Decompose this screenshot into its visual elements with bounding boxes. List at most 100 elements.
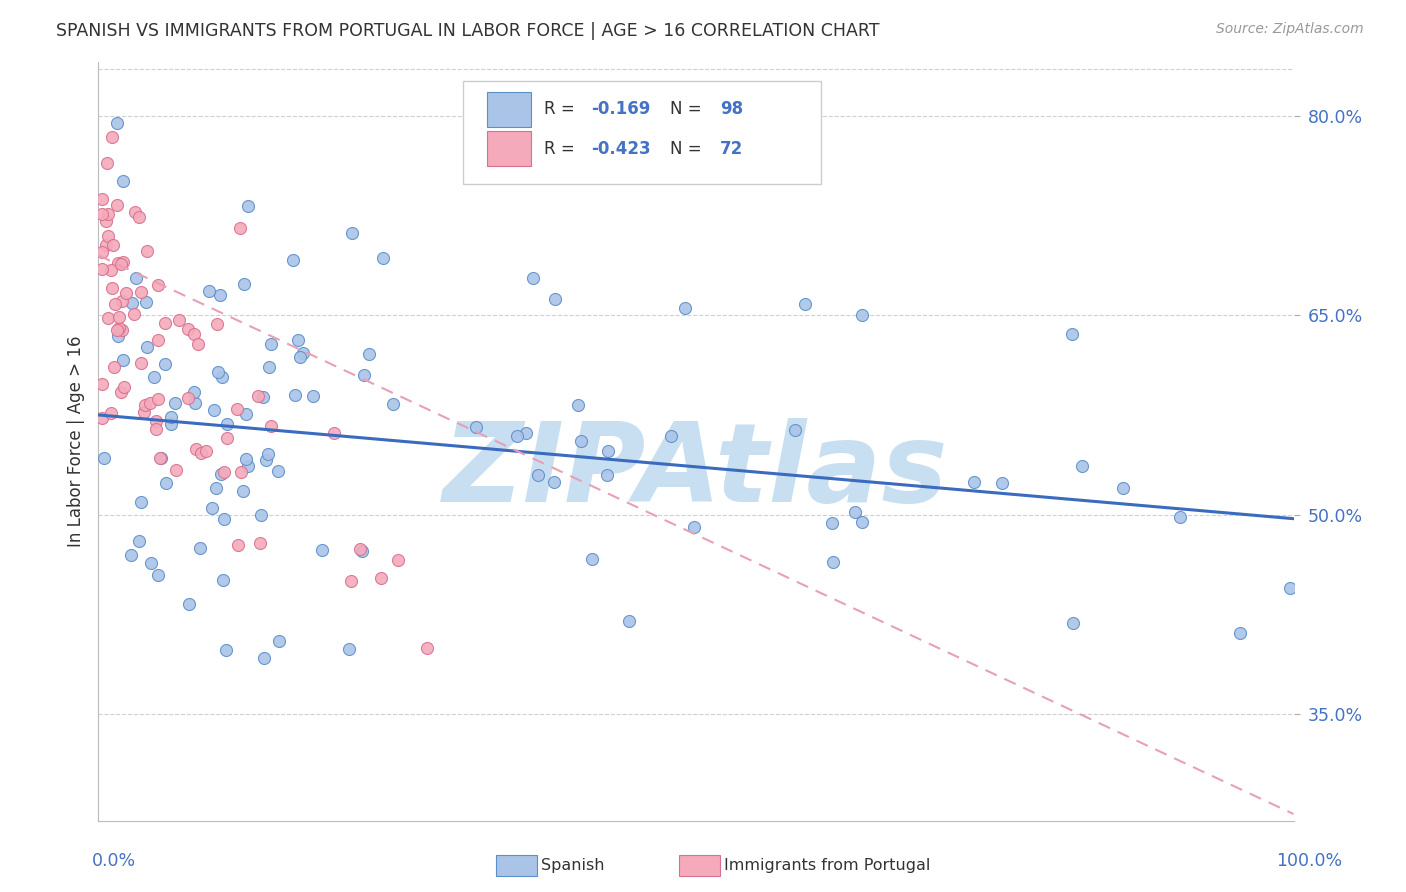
Point	[1112, 481, 1135, 495]
Point	[359, 347, 381, 361]
Point	[100, 406, 122, 420]
Point	[290, 350, 312, 364]
Point	[108, 321, 131, 335]
Point	[103, 360, 125, 375]
Point	[183, 396, 205, 410]
FancyBboxPatch shape	[486, 131, 531, 166]
Point	[249, 535, 271, 549]
Point	[136, 340, 159, 354]
Text: R =: R =	[544, 140, 581, 158]
Point	[229, 220, 252, 235]
Point	[187, 337, 209, 351]
Point	[526, 468, 548, 483]
Point	[515, 425, 537, 440]
Point	[128, 210, 150, 224]
Text: -0.423: -0.423	[591, 140, 651, 158]
Point	[205, 317, 228, 331]
Point	[142, 369, 165, 384]
Point	[131, 495, 153, 509]
Point	[100, 263, 122, 277]
Text: N =: N =	[669, 140, 707, 158]
Point	[350, 543, 373, 558]
Point	[252, 390, 274, 404]
Point	[131, 356, 153, 370]
Point	[257, 447, 280, 461]
Point	[111, 323, 134, 337]
Point	[260, 337, 283, 351]
Point	[236, 199, 259, 213]
Text: ZIPAtlas: ZIPAtlas	[443, 418, 949, 525]
Point	[163, 396, 186, 410]
Point	[226, 538, 249, 552]
Point	[184, 442, 207, 456]
Point	[91, 376, 114, 391]
Point	[91, 262, 114, 277]
Point	[353, 368, 375, 383]
Point	[94, 214, 117, 228]
Point	[103, 237, 125, 252]
FancyBboxPatch shape	[463, 81, 821, 184]
Point	[225, 402, 247, 417]
Point	[544, 292, 567, 306]
Point	[160, 417, 183, 431]
Point	[212, 573, 235, 587]
Point	[111, 293, 134, 308]
Point	[101, 130, 124, 145]
Text: N =: N =	[669, 100, 707, 118]
Point	[129, 285, 152, 299]
Point	[91, 244, 114, 259]
Point	[107, 256, 129, 270]
Point	[93, 451, 115, 466]
Point	[581, 552, 603, 566]
Point	[416, 640, 439, 655]
Point	[260, 419, 283, 434]
Point	[217, 431, 239, 445]
Point	[110, 385, 132, 400]
Point	[94, 237, 117, 252]
Point	[569, 434, 592, 448]
Point	[232, 484, 254, 499]
Text: Source: ZipAtlas.com: Source: ZipAtlas.com	[1216, 22, 1364, 37]
Point	[107, 329, 129, 343]
Point	[311, 542, 333, 557]
Point	[101, 281, 124, 295]
Point	[215, 642, 238, 657]
Point	[506, 429, 529, 443]
Point	[232, 277, 254, 292]
Point	[617, 614, 640, 628]
Text: 100.0%: 100.0%	[1277, 852, 1343, 870]
Point	[195, 443, 218, 458]
Point	[991, 475, 1014, 490]
Point	[208, 288, 231, 302]
Point	[821, 556, 844, 570]
Point	[211, 370, 233, 384]
Point	[387, 552, 409, 566]
Point	[155, 317, 177, 331]
Point	[596, 444, 619, 458]
Point	[382, 397, 405, 411]
Point	[160, 410, 183, 425]
Point	[254, 453, 277, 467]
Point	[139, 395, 162, 409]
Point	[96, 156, 118, 170]
Point	[150, 451, 173, 466]
Point	[167, 313, 190, 327]
Point	[108, 310, 131, 324]
Text: 98: 98	[720, 100, 742, 118]
Point	[1229, 625, 1251, 640]
Point	[851, 308, 873, 322]
Point	[543, 475, 565, 489]
Point	[112, 255, 135, 269]
Point	[120, 548, 142, 562]
Point	[963, 475, 986, 489]
Point	[91, 410, 114, 425]
Point	[209, 467, 232, 481]
Point	[188, 541, 211, 556]
Y-axis label: In Labor Force | Age > 16: In Labor Force | Age > 16	[66, 335, 84, 548]
Point	[302, 389, 325, 403]
Point	[97, 207, 120, 221]
Point	[287, 334, 309, 348]
Point	[201, 500, 224, 515]
Text: 0.0%: 0.0%	[91, 852, 135, 870]
Point	[122, 307, 145, 321]
